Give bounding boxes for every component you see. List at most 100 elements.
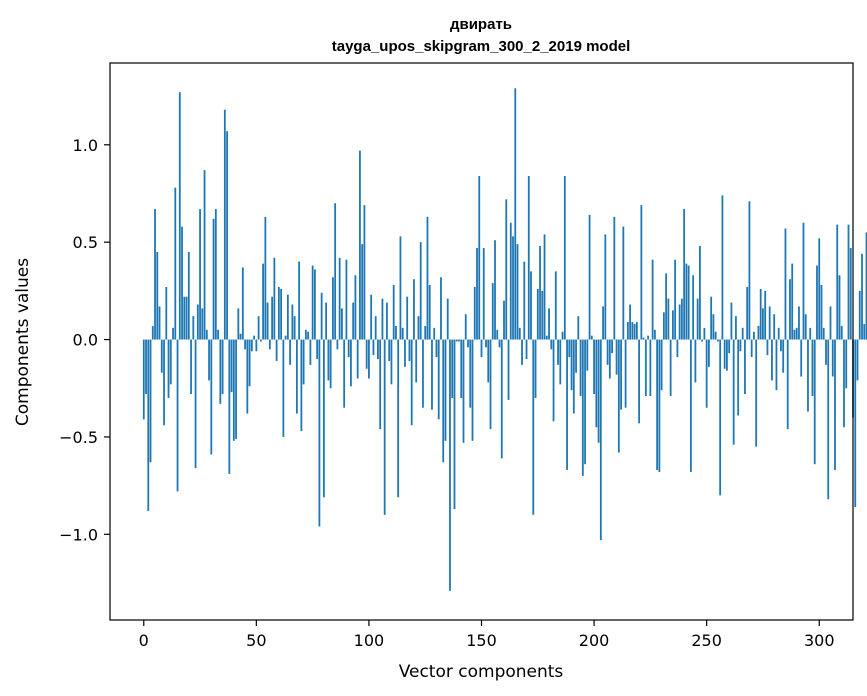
y-tick-label-0: −1.0 [59,525,98,544]
bar-147 [473,286,476,340]
bar-149 [478,175,481,340]
bar-28 [205,329,208,340]
bar-199 [590,335,593,340]
bar-138 [453,339,456,509]
y-tick-label-3: 0.5 [73,233,98,252]
bar-205 [604,234,607,340]
bar-194 [579,339,582,397]
bar-107 [383,339,386,515]
bar-56 [268,339,271,350]
bar-88 [341,308,343,340]
bar-222 [642,337,645,340]
bar-44 [241,267,244,340]
bar-85 [334,203,337,340]
y-axis-ticks: −1.0 −0.5 0.0 0.5 1.0 [59,136,110,544]
bar-26 [201,308,204,340]
bar-316 [854,339,857,508]
bar-137 [451,339,454,398]
bar-268 [746,286,749,340]
bar-300 [818,238,821,340]
bar-82 [327,339,330,381]
bar-58 [273,257,276,340]
bar-91 [347,339,350,358]
bar-270 [750,339,753,358]
bar-54 [264,216,267,340]
bar-161 [505,199,508,340]
bar-66 [291,304,294,340]
bar-86 [336,339,339,350]
bar-240 [683,209,686,340]
bar-305 [829,306,832,340]
bar-281 [775,339,778,391]
bar-41 [235,339,237,439]
bar-192 [575,339,577,373]
bar-1 [145,339,147,395]
bar-223 [644,339,647,397]
bar-75 [311,265,314,340]
bar-173 [532,339,535,515]
bar-76 [313,269,316,340]
bar-313 [847,224,850,340]
bar-153 [487,339,490,383]
bar-214 [624,339,627,408]
bar-318 [858,290,861,340]
bar-233 [667,298,670,340]
bar-71 [302,339,305,385]
bar-321 [865,232,867,340]
bar-265 [739,339,742,352]
bar-261 [730,302,733,340]
bar-32 [214,209,217,340]
bar-239 [680,298,683,340]
bar-80 [322,339,325,498]
plot-frame [109,62,854,621]
bar-264 [737,339,740,416]
x-tick-label-3: 150 [466,631,497,650]
bar-206 [606,339,609,365]
bar-229 [658,339,661,472]
bar-228 [656,339,659,471]
bar-4 [151,325,154,340]
bar-74 [309,339,312,365]
bar-243 [689,339,692,472]
bar-262 [732,339,735,445]
bar-245 [694,339,697,383]
y-tick-label-2: 0.0 [73,331,98,350]
bars-group [142,88,867,591]
bar-282 [777,327,780,340]
bar-93 [352,302,355,340]
bar-27 [203,170,206,340]
bar-130 [435,339,438,358]
bar-306 [831,339,834,377]
bar-272 [755,339,758,447]
bar-320 [863,323,866,340]
bar-231 [662,312,665,340]
bar-241 [685,263,688,340]
bar-274 [759,288,762,340]
bar-309 [838,275,841,340]
bar-123 [419,242,422,340]
bar-186 [561,331,564,340]
bar-308 [836,224,839,340]
bar-211 [617,339,620,453]
bar-6 [156,251,159,340]
bar-234 [669,339,672,397]
bar-53 [262,263,264,340]
bar-179 [545,335,548,340]
bar-248 [701,339,704,342]
bar-101 [370,294,373,340]
bar-212 [620,339,622,410]
bar-277 [766,339,769,356]
bar-176 [539,246,541,340]
bar-9 [163,339,165,426]
bar-247 [699,246,701,340]
bar-201 [595,339,598,428]
bar-266 [741,327,744,340]
bar-18 [183,296,186,340]
y-tick-label-4: 1.0 [73,136,98,155]
bar-311 [843,339,845,428]
bar-90 [345,259,348,340]
bar-285 [784,228,787,340]
bar-77 [316,339,319,360]
bar-116 [404,339,406,367]
